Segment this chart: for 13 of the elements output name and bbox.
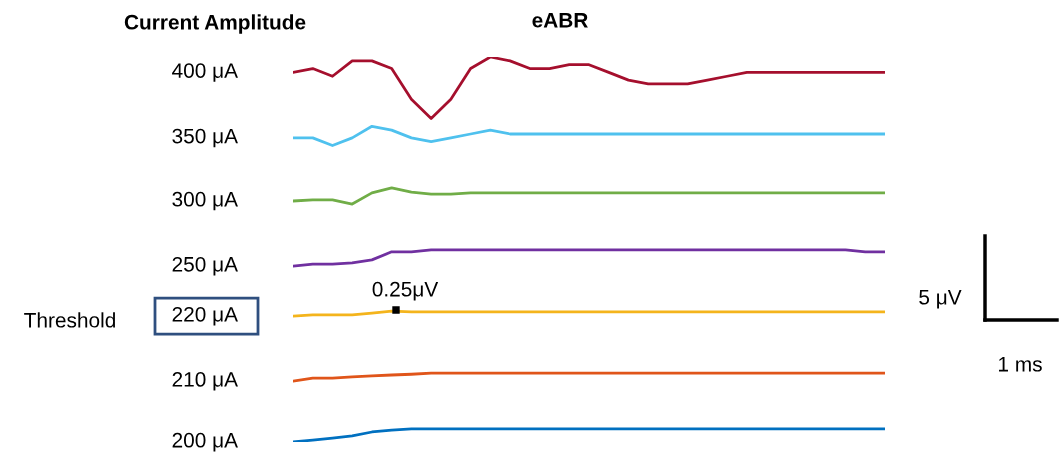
text: 220 μA <box>172 306 238 326</box>
text: 250 μA <box>172 256 238 276</box>
text: 210 μA <box>172 372 238 391</box>
text: 350 μA <box>172 128 238 148</box>
text: 5 μV <box>919 290 962 309</box>
text: 300 μA <box>172 191 238 211</box>
text: 200 μA <box>172 432 238 452</box>
text: Current Amplitude <box>124 14 306 34</box>
chart-title: eABR <box>532 13 588 28</box>
text: Threshold <box>24 312 115 328</box>
text: 1 ms <box>999 357 1042 372</box>
text: 400 μA <box>172 63 238 82</box>
annotation: 0.25μV <box>372 281 439 301</box>
